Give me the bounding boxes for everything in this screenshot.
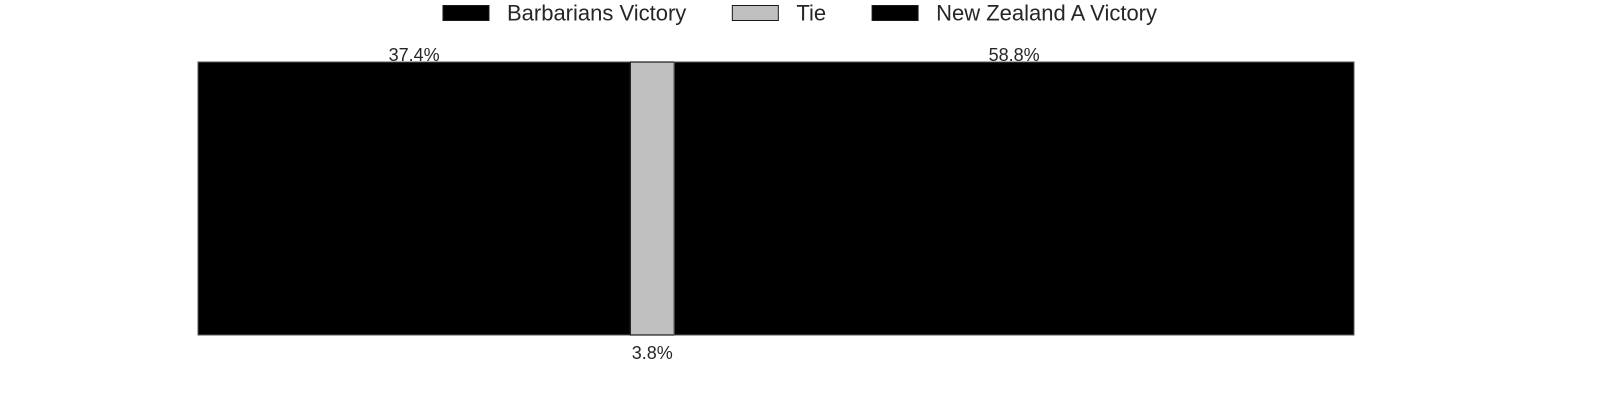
legend: Barbarians Victory Tie New Zealand A Victo… [442,1,1157,26]
bar-segment-barbarians-victory [197,61,631,336]
bars [197,61,1355,336]
legend-label-new-zealand-a-victory: New Zealand A Victory [936,1,1157,26]
legend-item-barbarians-victory: Barbarians Victory [442,1,686,26]
bar-segment-tie [629,61,675,336]
legend-item-new-zealand-a-victory: New Zealand A Victory [871,1,1157,26]
data-labels: 37.4% 3.8% 58.8% [389,45,1040,363]
legend-label-tie: Tie [796,1,826,26]
legend-label-barbarians-victory: Barbarians Victory [507,1,686,26]
legend-swatch-tie [731,5,779,21]
legend-swatch-barbarians-victory [442,5,490,21]
data-label-barbarians-victory: 37.4% [389,45,440,65]
bar-segment-new-zealand-a-victory [673,61,1355,336]
legend-swatch-new-zealand-a-victory [871,5,919,21]
data-label-new-zealand-a-victory: 58.8% [989,45,1040,65]
data-label-tie: 3.8% [632,343,673,363]
legend-item-tie: Tie [731,1,826,26]
